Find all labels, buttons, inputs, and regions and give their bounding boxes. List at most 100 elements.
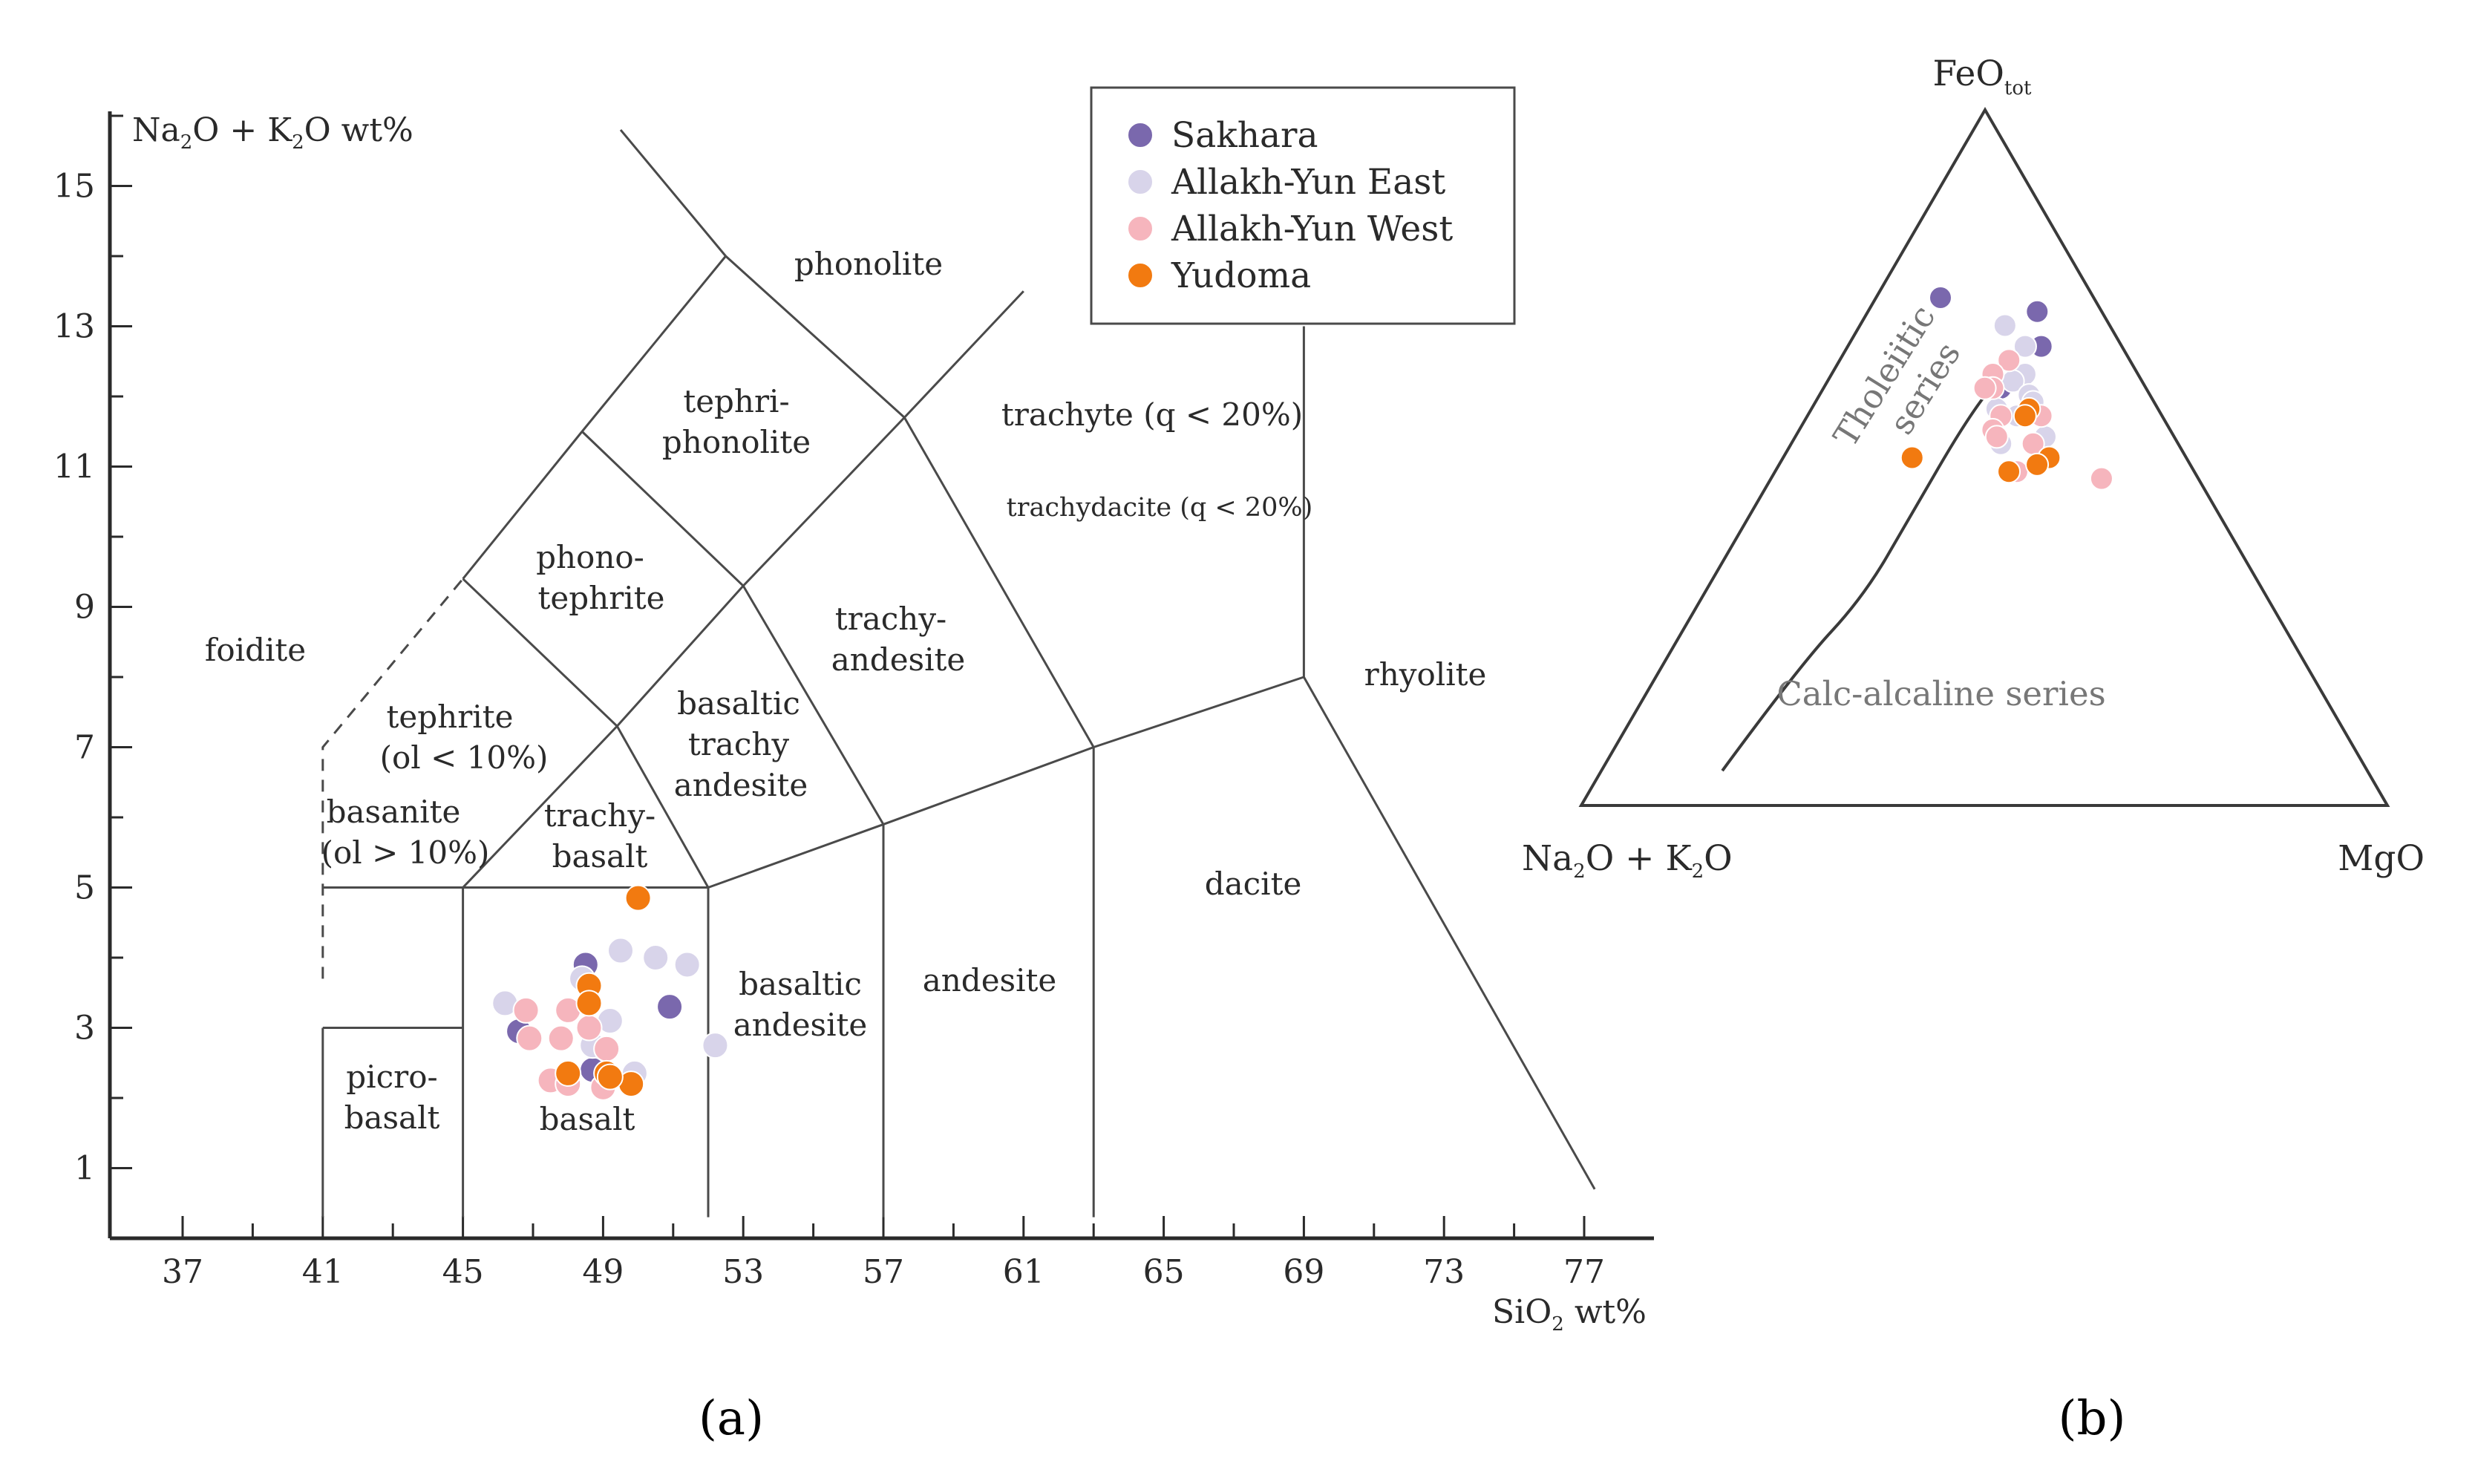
field-label-trachydacite: trachydacite (q < 20%) xyxy=(1007,493,1313,523)
point-yudoma xyxy=(596,1063,624,1091)
field-boundary xyxy=(581,255,727,433)
field-boundary xyxy=(707,823,884,889)
field-boundary xyxy=(903,290,1024,419)
field-boundary xyxy=(1303,676,1596,1190)
y-tick-label: 15 xyxy=(53,168,95,206)
y-tick-label: 9 xyxy=(74,589,95,627)
x-tick-label: 49 xyxy=(582,1253,624,1291)
tas-data-points xyxy=(491,884,729,1101)
x-axis-label: SiO2 wt% xyxy=(1492,1293,1647,1336)
ternary-point-yudoma xyxy=(2013,404,2037,428)
field-label-phonotephrite-1: phono- xyxy=(536,539,644,575)
legend-label-yudoma: Yudoma xyxy=(1171,255,1311,296)
legend: Sakhara Allakh-Yun East Allakh-Yun West … xyxy=(1090,86,1516,325)
field-boundary xyxy=(903,416,1095,748)
x-tick-label: 41 xyxy=(302,1253,344,1291)
afm-data-points xyxy=(1900,285,2113,491)
field-label-phonotephrite-2: tephrite xyxy=(538,580,665,616)
apex-label-feo: FeOtot xyxy=(1933,53,2032,99)
calc-alkaline-series-label: Calc-alcaline series xyxy=(1776,674,2105,713)
point-allakh_east xyxy=(642,944,670,971)
x-tick-label: 69 xyxy=(1283,1253,1324,1291)
field-label-rhyolite: rhyolite xyxy=(1364,656,1487,693)
field-label-tephriphonolite-1: tephri- xyxy=(683,383,789,419)
field-label-foidite: foidite xyxy=(205,632,306,668)
y-axis-label: Na2O + K2O wt% xyxy=(132,111,413,154)
x-tick-label: 45 xyxy=(442,1253,484,1291)
point-allakh_east xyxy=(702,1032,729,1059)
field-label-bta-3: andesite xyxy=(674,767,808,803)
point-yudoma xyxy=(555,1059,582,1087)
x-tick-label: 65 xyxy=(1143,1253,1185,1291)
field-boundary xyxy=(725,255,906,419)
field-boundary xyxy=(742,585,885,826)
y-tick-label: 3 xyxy=(74,1010,95,1047)
legend-marker-allakh-west xyxy=(1127,215,1154,242)
field-label-trachybasalt-1: trachy- xyxy=(544,797,656,834)
tas-field-labels: foidite phonolite tephri- phonolite phon… xyxy=(205,246,1487,1137)
y-tick-label: 11 xyxy=(53,448,95,486)
field-boundary xyxy=(1093,676,1304,748)
x-tick-label: 37 xyxy=(162,1253,203,1291)
field-label-tephriphonolite-2: phonolite xyxy=(662,424,811,460)
x-tick-label: 53 xyxy=(722,1253,764,1291)
y-tick-label: 1 xyxy=(74,1150,95,1188)
field-boundary xyxy=(619,128,727,257)
point-allakh_east xyxy=(607,937,634,964)
point-allakh_west xyxy=(512,996,540,1024)
field-boundary xyxy=(883,746,1094,826)
legend-marker-sakhara xyxy=(1127,122,1154,148)
field-boundary xyxy=(616,585,745,728)
field-label-bta-1: basaltic xyxy=(677,685,800,722)
tholeiitic-series-label: Tholeiitic series xyxy=(1825,298,1968,454)
legend-marker-allakh-east xyxy=(1127,169,1154,195)
apex-label-alkali: Na2O + K2O xyxy=(1522,838,1733,883)
field-label-dacite: dacite xyxy=(1205,866,1302,902)
point-allakh_west xyxy=(516,1024,543,1052)
ternary-point-yudoma xyxy=(1997,460,2021,484)
field-label-basanite-2: (ol > 10%) xyxy=(321,834,490,871)
field-label-tephrite-1: tephrite xyxy=(387,699,514,735)
field-boundary xyxy=(581,431,745,587)
point-allakh_west xyxy=(547,1024,575,1052)
tas-field-boundaries xyxy=(321,128,1596,1217)
y-tick-label: 5 xyxy=(74,869,95,907)
field-boundary-dashed xyxy=(321,578,464,979)
ternary-point-allakh_west xyxy=(1984,425,2009,449)
field-boundary xyxy=(742,416,906,587)
ternary-point-yudoma xyxy=(2025,452,2050,477)
field-label-tephrite-2: (ol < 10%) xyxy=(380,739,549,776)
field-label-trachyandesite-1: trachy- xyxy=(835,601,947,637)
tholeiitic-calcalkaline-boundary xyxy=(1721,373,2002,772)
field-boundary xyxy=(462,431,583,580)
y-tick-label: 13 xyxy=(53,308,95,346)
panel-label-b: (b) xyxy=(2059,1391,2126,1446)
ternary-point-allakh_west xyxy=(2089,466,2113,491)
apex-label-mgo: MgO xyxy=(2338,838,2425,879)
point-allakh_west xyxy=(593,1035,621,1062)
field-label-trachyandesite-2: andesite xyxy=(831,641,966,678)
ternary-point-allakh_west xyxy=(1972,376,1997,400)
ternary-triangle xyxy=(1578,107,2390,807)
x-tick-label: 77 xyxy=(1563,1253,1605,1291)
legend-marker-yudoma xyxy=(1127,262,1154,289)
ternary-point-sakhara xyxy=(1929,285,1952,310)
ternary-point-allakh_west xyxy=(1997,348,2021,373)
ternary-point-sakhara xyxy=(2025,299,2050,324)
field-label-picrobasalt-1: picro- xyxy=(346,1059,437,1095)
field-label-andesite: andesite xyxy=(923,962,1057,998)
field-label-trachyte: trachyte (q < 20%) xyxy=(1001,396,1303,433)
point-allakh_east xyxy=(673,951,701,978)
field-label-basanite-1: basanite xyxy=(327,794,461,830)
field-boundary xyxy=(462,578,618,728)
x-tick-label: 61 xyxy=(1003,1253,1044,1291)
panel-label-a: (a) xyxy=(699,1391,764,1446)
legend-label-allakh-west: Allakh-Yun West xyxy=(1171,209,1453,249)
field-label-phonolite: phonolite xyxy=(794,246,943,282)
field-label-bta-2: trachy xyxy=(688,726,790,762)
field-label-basaltic-andesite-1: basaltic xyxy=(739,966,862,1002)
field-label-basaltic-andesite-2: andesite xyxy=(733,1007,868,1043)
point-yudoma xyxy=(575,990,603,1017)
